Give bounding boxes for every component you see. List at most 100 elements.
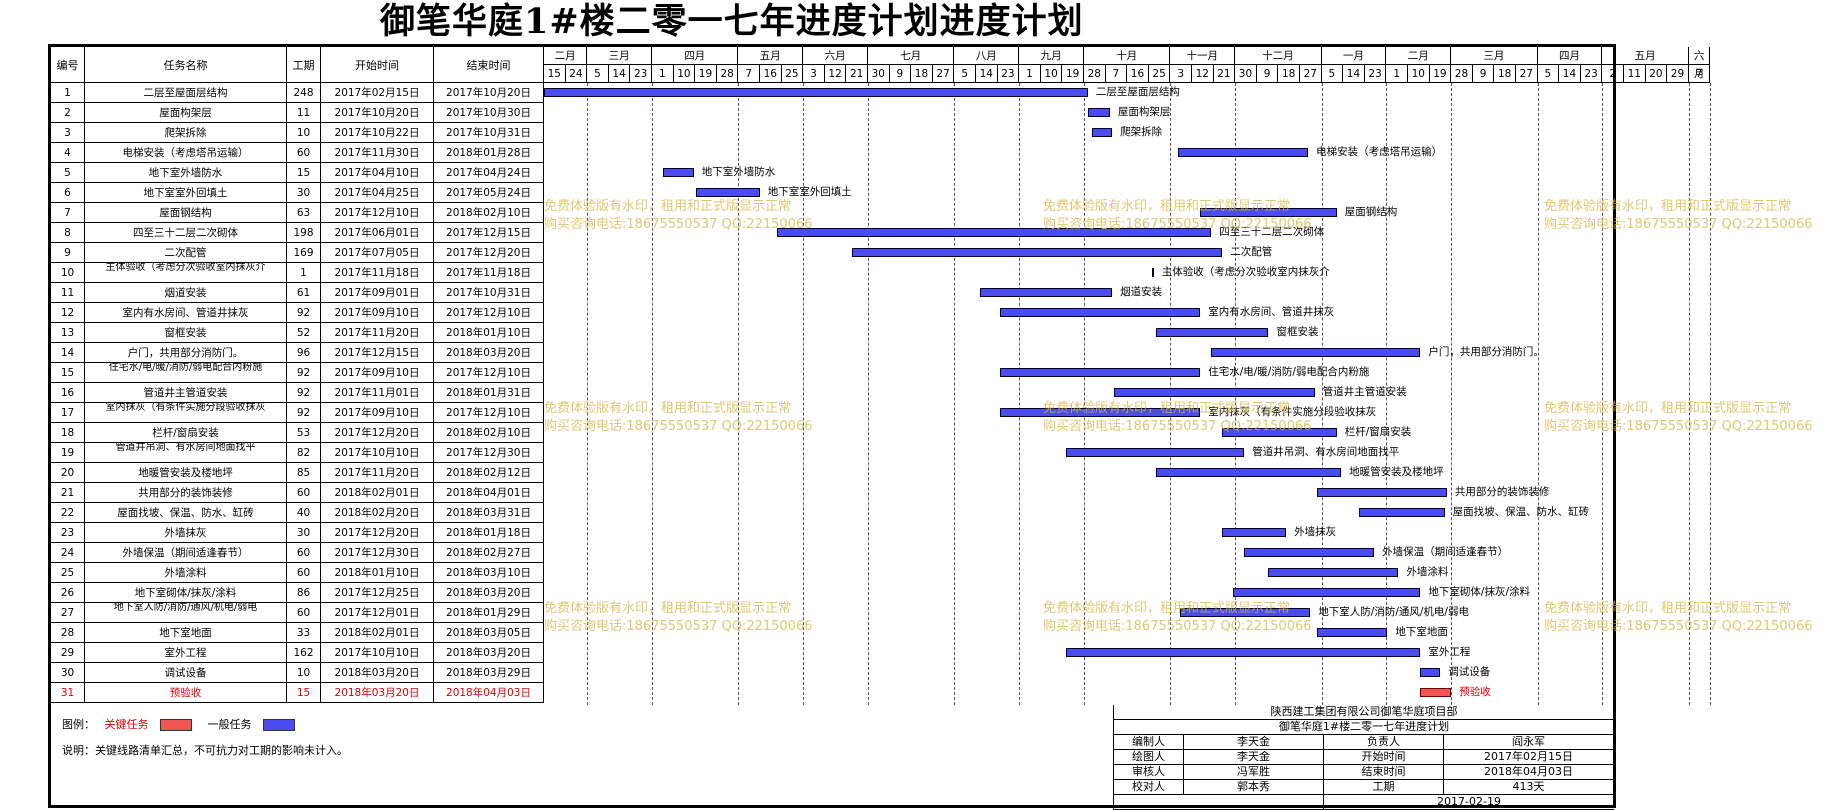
task-bar-label: 电梯安装（考虑塔吊运输） bbox=[1316, 146, 1443, 158]
task-end-cell: 2017年12月10日 bbox=[434, 363, 544, 383]
month-label: 四月 bbox=[652, 47, 739, 65]
day-tick-label: 9 bbox=[1256, 65, 1279, 83]
task-bar bbox=[1156, 328, 1269, 337]
task-name-cell: 屋面构架层 bbox=[85, 103, 287, 123]
task-end-cell: 2018年02月10日 bbox=[434, 423, 544, 443]
day-tick-label: 23 bbox=[1364, 65, 1387, 83]
day-tick-label: 25 bbox=[781, 65, 804, 83]
task-dur-cell: 248 bbox=[287, 83, 321, 103]
task-start-cell: 2017年10月10日 bbox=[321, 643, 434, 663]
day-tick-label: 7 bbox=[738, 65, 760, 83]
task-dur-cell: 63 bbox=[287, 203, 321, 223]
month-gridline bbox=[1710, 83, 1712, 705]
task-name-cell: 屋面钢结构 bbox=[85, 203, 287, 223]
col-no-header: 编号 bbox=[51, 47, 85, 83]
task-end-cell: 2018年02月27日 bbox=[434, 543, 544, 563]
task-name-cell: 住宅水/电/暖/消防/弱电配合内粉施 bbox=[85, 363, 287, 383]
task-bar-label: 外墙保温（期间适逢春节） bbox=[1382, 546, 1509, 558]
day-tick-label: 27 bbox=[1300, 65, 1322, 83]
info-cell: 绘图人 bbox=[1114, 750, 1184, 764]
info-rows: 编制人 李天金 负责人 阎永军 绘图人 李天金 开始时间 2017年02月15日 审核人 冯军胜结… bbox=[1114, 735, 1614, 795]
info-date-row: 2017-02-19 bbox=[1114, 795, 1614, 810]
day-tick-label: 21 bbox=[846, 65, 868, 83]
page-title: 御笔华庭1#楼二零一七年进度计划进度计划 bbox=[380, 1, 1084, 42]
day-tick-label: 3 bbox=[803, 65, 825, 83]
day-tick-label: 19 bbox=[1062, 65, 1084, 83]
task-start-cell: 2017年04月25日 bbox=[321, 183, 434, 203]
day-tick-label: 21 bbox=[1213, 65, 1236, 83]
task-bar bbox=[1211, 348, 1421, 357]
day-tick-label: 29 bbox=[1667, 65, 1689, 83]
day-tick-label: 9 bbox=[1472, 65, 1495, 83]
task-bar-label: 主体验收（考虑分次验收室内抹灰介 bbox=[1161, 266, 1330, 278]
day-tick-label: 9 bbox=[889, 65, 912, 83]
task-end-cell: 2017年10月31日 bbox=[434, 283, 544, 303]
task-bar bbox=[1180, 608, 1311, 617]
task-bar bbox=[999, 408, 1201, 417]
info-cell: 结束时间 bbox=[1324, 765, 1444, 779]
task-end-cell: 2018年01月18日 bbox=[434, 523, 544, 543]
legend-normal-label: 一般任务 bbox=[207, 718, 252, 731]
day-tick-label: 18 bbox=[1494, 65, 1516, 83]
info-cell: 郭本秀 bbox=[1184, 780, 1324, 794]
task-bar-label: 住宅水/电/暖/消防/弱电配合内粉施 bbox=[1208, 366, 1370, 378]
month-label: 七月 bbox=[868, 47, 955, 65]
task-no-cell: 16 bbox=[51, 383, 85, 403]
info-cell: 冯军胜 bbox=[1184, 765, 1324, 779]
task-name-cell: 烟道安装 bbox=[85, 283, 287, 303]
month-gridline bbox=[1451, 83, 1453, 705]
task-no-cell: 8 bbox=[51, 223, 85, 243]
task-bar bbox=[1065, 448, 1245, 457]
day-tick-label: 11 bbox=[1624, 65, 1646, 83]
task-end-cell: 2017年10月30日 bbox=[434, 103, 544, 123]
month-gridline bbox=[803, 83, 805, 705]
task-bar-label: 四至三十二层二次砌体 bbox=[1219, 226, 1325, 238]
month-label: 三月 bbox=[1451, 47, 1538, 65]
task-dur-cell: 15 bbox=[287, 163, 321, 183]
task-end-cell: 2018年01月31日 bbox=[434, 383, 544, 403]
task-end-cell: 2017年10月20日 bbox=[434, 83, 544, 103]
task-bar bbox=[1222, 428, 1337, 437]
info-cell: 2018年04月03日 bbox=[1444, 765, 1614, 779]
task-no-cell: 31 bbox=[51, 683, 85, 703]
info-cell: 负责人 bbox=[1324, 735, 1444, 749]
task-bar bbox=[1092, 128, 1113, 137]
task-no-cell: 23 bbox=[51, 523, 85, 543]
task-bar-label: 户门，共用部分消防门。 bbox=[1428, 346, 1544, 358]
task-dur-cell: 92 bbox=[287, 303, 321, 323]
task-start-cell: 2017年11月20日 bbox=[321, 323, 434, 343]
task-start-cell: 2017年10月22日 bbox=[321, 123, 434, 143]
task-end-cell: 2018年02月10日 bbox=[434, 203, 544, 223]
task-bar-label: 地下室室外回填土 bbox=[767, 186, 852, 198]
task-name-cell: 四至三十二层二次砌体 bbox=[85, 223, 287, 243]
task-start-cell: 2018年02月01日 bbox=[321, 483, 434, 503]
task-start-cell: 2017年11月18日 bbox=[321, 263, 434, 283]
info-block: 陕西建工集团有限公司御笔华庭项目部 御笔华庭1#楼二零一七年进度计划 编制人 李天… bbox=[1113, 705, 1614, 810]
task-dur-cell: 15 bbox=[287, 683, 321, 703]
task-bar-label: 二层至屋面层结构 bbox=[1095, 86, 1180, 98]
task-dur-cell: 92 bbox=[287, 403, 321, 423]
task-end-cell: 2018年03月20日 bbox=[434, 583, 544, 603]
task-end-cell: 2018年04月03日 bbox=[434, 683, 544, 703]
day-tick-label: 10 bbox=[673, 65, 696, 83]
task-bar-label: 地暖管安装及楼地坪 bbox=[1349, 466, 1444, 478]
month-label: 六月 bbox=[803, 47, 868, 65]
task-bar-label: 室内抹灰（有条件实施分段验收抹灰 bbox=[1208, 406, 1377, 418]
task-end-cell: 2017年12月30日 bbox=[434, 443, 544, 463]
task-bar-label: 爬架拆除 bbox=[1120, 126, 1163, 138]
month-label: 十一月 bbox=[1170, 47, 1236, 65]
task-name-cell: 栏杆/窗扇安装 bbox=[85, 423, 287, 443]
day-tick-label: 16 bbox=[760, 65, 782, 83]
task-start-cell: 2018年03月20日 bbox=[321, 683, 434, 703]
info-cell: 413天 bbox=[1444, 780, 1614, 794]
task-bar bbox=[1087, 108, 1110, 117]
task-name-cell: 地下室地面 bbox=[85, 623, 287, 643]
task-dur-cell: 10 bbox=[287, 663, 321, 683]
task-dur-cell: 92 bbox=[287, 363, 321, 383]
task-no-cell: 5 bbox=[51, 163, 85, 183]
task-start-cell: 2017年11月30日 bbox=[321, 143, 434, 163]
day-tick-label: 14 bbox=[976, 65, 998, 83]
task-start-cell: 2018年01月10日 bbox=[321, 563, 434, 583]
task-no-cell: 24 bbox=[51, 543, 85, 563]
task-bar-label: 共用部分的装饰装修 bbox=[1454, 486, 1550, 498]
